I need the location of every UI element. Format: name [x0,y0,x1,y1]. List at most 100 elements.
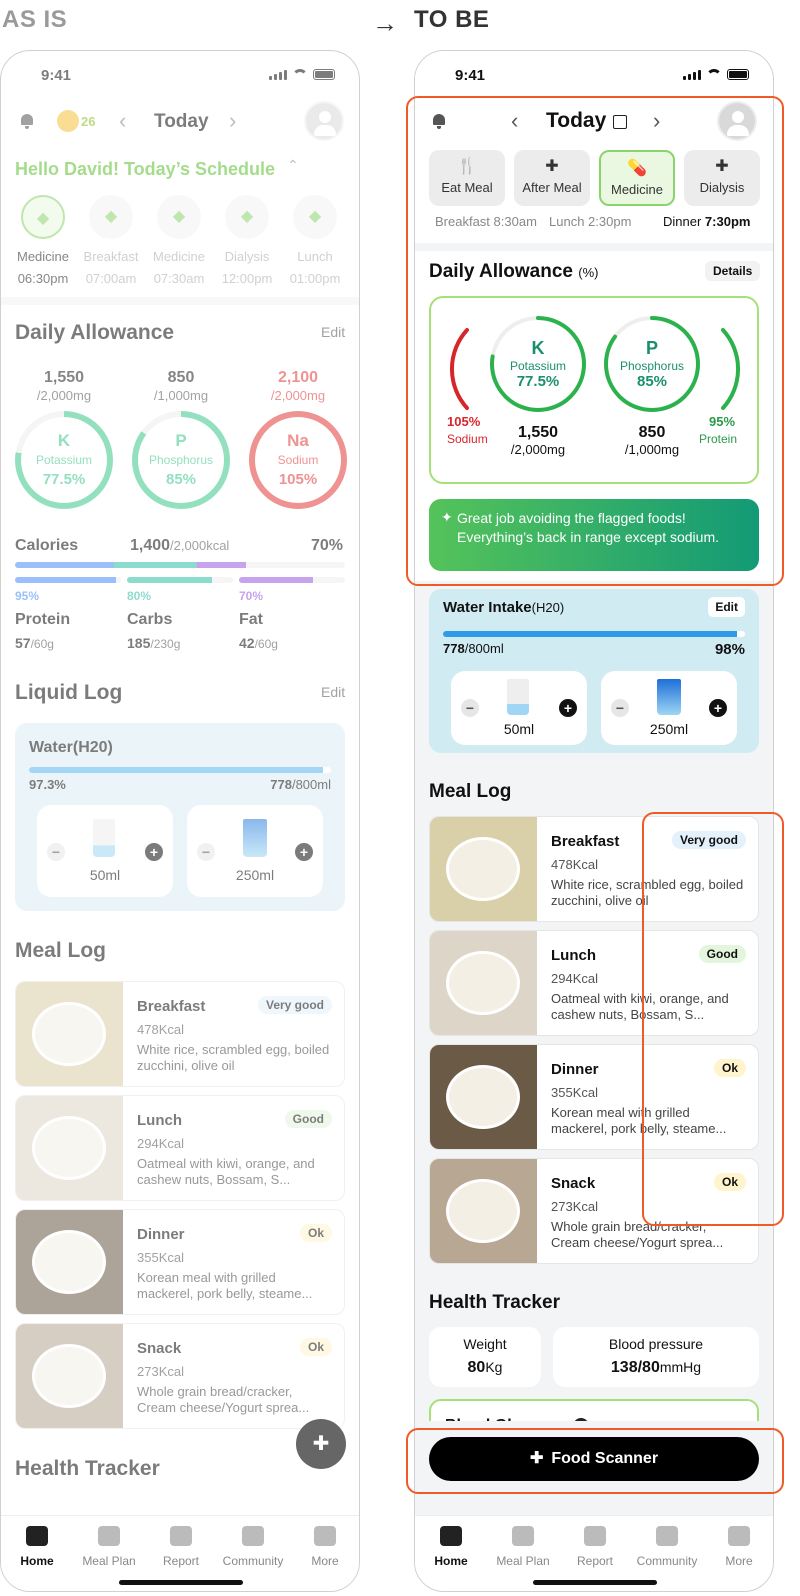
nutrient-card: 105% Sodium 95% Protein K Potassium 77.5… [429,296,759,484]
meal-row[interactable]: Lunch 294Kcal Oatmeal with kiwi, orange, a… [429,930,759,1036]
details-button[interactable]: Details [705,261,761,281]
cup-label: 250ml [649,721,689,737]
battery-icon [313,69,335,80]
meal-log-title: Meal Log [15,939,107,962]
nav-community[interactable]: Community [217,1526,289,1568]
cup-250-card: − + 250ml [187,805,323,897]
nav-more[interactable]: More [703,1526,773,1568]
plus-button[interactable]: + [709,699,727,717]
nutrient-ring [15,411,113,509]
calories-value: 1,400/2,000kcal [130,537,230,554]
meal-kcal: 355Kcal [551,1085,598,1100]
schedule-time: 12:00pm [221,271,273,286]
bell-icon[interactable] [19,113,35,129]
cup-label: 250ml [235,867,275,883]
plus-button[interactable]: + [295,843,313,861]
coin-icon [57,110,79,132]
nav-meal-plan[interactable]: Meal Plan [73,1526,145,1568]
meal-row[interactable]: Breakfast 478Kcal White rice, scrambled eg… [429,816,759,922]
collapse-icon[interactable]: ⌃ [287,157,299,173]
minus-button[interactable]: − [197,843,215,861]
calories-bar [15,562,345,568]
nutrient-ring [249,411,347,509]
next-day-icon[interactable]: › [653,108,661,133]
minus-button[interactable]: − [461,699,479,717]
macro-value: 57/60g [15,635,54,651]
nutrient-rings-svg [449,316,741,412]
meal-desc: Whole grain bread/cracker, Cream cheese/… [137,1384,310,1415]
meal-row[interactable]: Snack 273Kcal Whole grain bread/cracker, C… [15,1323,345,1429]
next-day-icon[interactable]: › [229,108,237,133]
prev-day-icon[interactable]: ‹ [511,108,519,133]
nav-home[interactable]: Home [415,1526,487,1568]
today-label: Today [154,111,209,132]
plus-button[interactable]: + [559,699,577,717]
blood-pressure-card[interactable]: Blood pressure 138/80mmHg [553,1327,759,1387]
bell-icon[interactable] [431,113,447,129]
tab-dialysis[interactable]: ✚ Dialysis [684,150,760,206]
macro-value: 42/60g [239,635,278,651]
schedule-item-3[interactable]: ◆ [225,195,269,239]
tab-eat-meal[interactable]: 🍴 Eat Meal [429,150,505,206]
schedule-time: 07:30am [153,271,205,286]
schedule-icon: ◆ [104,208,118,225]
greeting-title: Hello David! Today’s Schedule [15,159,276,179]
meal-desc: Korean meal with grilled mackerel, pork … [551,1105,727,1136]
meal-desc: White rice, scrambled egg, boiled zucchi… [137,1042,330,1073]
plus-button[interactable]: + [145,843,163,861]
cup-label: 50ml [503,721,535,737]
avatar[interactable] [304,101,344,141]
schedule-item-1[interactable]: ◆ [89,195,133,239]
tab-medicine[interactable]: 💊 Medicine [599,150,675,206]
nav-meal-plan[interactable]: Meal Plan [487,1526,559,1568]
calories-pct: 70% [311,537,344,554]
battery-icon [727,69,749,80]
meal-row[interactable]: Dinner 355Kcal Korean meal with grilled ma… [429,1044,759,1150]
meal-row[interactable]: Dinner 355Kcal Korean meal with grilled ma… [15,1209,345,1315]
schedule-icon: ◆ [308,208,322,225]
meal-row[interactable]: Snack 273Kcal Whole grain bread/cracker, C… [429,1158,759,1264]
meal-kcal: 478Kcal [551,857,598,872]
meal-name: Snack [551,1175,596,1192]
tab-label: Dialysis [699,180,745,195]
weight-card[interactable]: Weight 80Kg [429,1327,541,1387]
schedule-item-0[interactable]: ◆ [21,195,65,239]
today-label: Today [546,109,607,132]
camera-fab-button[interactable]: ✚ [296,1419,346,1469]
food-scanner-button[interactable]: ✚ Food Scanner [429,1437,759,1481]
tab-after-meal[interactable]: ✚ After Meal [514,150,590,206]
meal-name: Dinner [137,1226,185,1243]
potassium-amount: 1,550/2,000mg [510,424,566,457]
nav-more[interactable]: More [289,1526,359,1568]
meal-row[interactable]: Breakfast 478Kcal White rice, scrambled eg… [15,981,345,1087]
nav-report[interactable]: Report [559,1526,631,1568]
meal-desc: White rice, scrambled egg, boiled zucchi… [551,877,744,908]
macro-pct: 70% [239,589,264,603]
tab-label: Medicine [610,182,664,197]
nutrient-ring [132,411,230,509]
minus-button[interactable]: − [47,843,65,861]
prev-day-icon[interactable]: ‹ [119,108,127,133]
liquid-edit-link[interactable]: Edit [321,684,346,700]
daily-edit-link[interactable]: Edit [321,324,346,340]
meal-name: Lunch [137,1112,182,1129]
nav-icon [584,1526,606,1546]
nav-home[interactable]: Home [1,1526,73,1568]
schedule-item-2[interactable]: ◆ [157,195,201,239]
minus-button[interactable]: − [611,699,629,717]
sparkle-icon: ✦ [441,509,453,525]
nav-report[interactable]: Report [145,1526,217,1568]
meal-photo [16,1210,123,1314]
nutrient-limit: /1,000mg [153,388,209,403]
water-edit-button[interactable]: Edit [708,597,745,617]
macro-bar [239,577,345,583]
avatar[interactable] [717,101,757,141]
cup-50-card: − + 50ml [451,671,587,745]
nav-community[interactable]: Community [631,1526,703,1568]
tab-icon: ✚ [545,158,559,175]
calendar-icon[interactable] [613,115,627,129]
schedule-item-4[interactable]: ◆ [293,195,337,239]
phosphorus-label: P Phosphorus 85% [619,338,685,390]
meal-row[interactable]: Lunch 294Kcal Oatmeal with kiwi, orange, a… [15,1095,345,1201]
sodium-pct: 105% [447,414,481,429]
